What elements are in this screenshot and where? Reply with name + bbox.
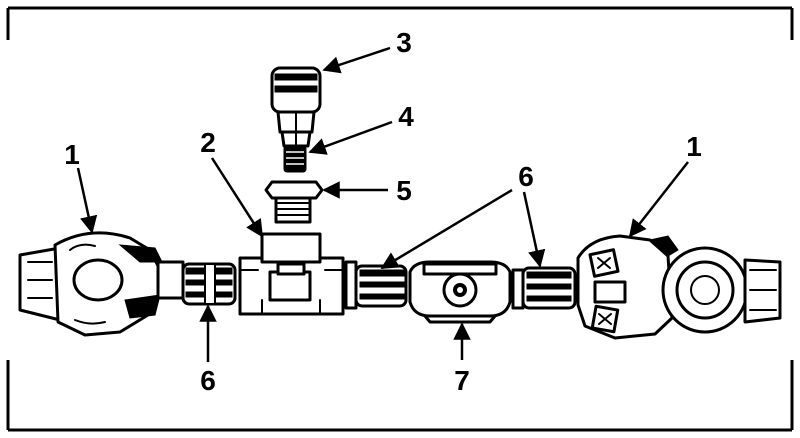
leader-tee-fitting: [210, 157, 264, 238]
filter-part: [408, 260, 512, 324]
bushing-part: [264, 180, 324, 224]
callout-hose-left: 6: [200, 365, 216, 396]
leader-gladhand-right: [628, 161, 689, 238]
callout-valve-cap: 3: [396, 27, 412, 58]
tee-fitting-part: [238, 232, 345, 316]
hose-center-part: [344, 260, 408, 310]
gladhand-left-part: [18, 231, 185, 337]
callout-nipple: 4: [398, 101, 414, 132]
gladhand-right-part: [576, 234, 782, 340]
diagram-frame: [6, 6, 794, 432]
valve-cap-part: [270, 66, 322, 148]
leader-hose-center: [380, 188, 513, 270]
leader-nipple: [308, 120, 393, 155]
callout-bushing: 5: [396, 175, 412, 206]
callout-filter: 7: [454, 365, 470, 396]
callout-tee-fitting: 2: [200, 127, 216, 158]
callout-gladhand-left: 1: [64, 139, 80, 170]
nipple-part: [283, 145, 307, 173]
callout-gladhand-right: 1: [686, 131, 702, 162]
leader-hose-right: [522, 191, 546, 268]
callout-hose-center: 6: [518, 161, 534, 192]
leader-gladhand-left: [76, 167, 98, 234]
leader-lines: [76, 46, 689, 362]
leader-valve-cap: [322, 46, 391, 74]
hose-right-part: [511, 266, 577, 310]
hose-left-part: [181, 262, 237, 306]
callout-labels: 1 2 3 4 5 6 6 1 7: [64, 27, 702, 396]
